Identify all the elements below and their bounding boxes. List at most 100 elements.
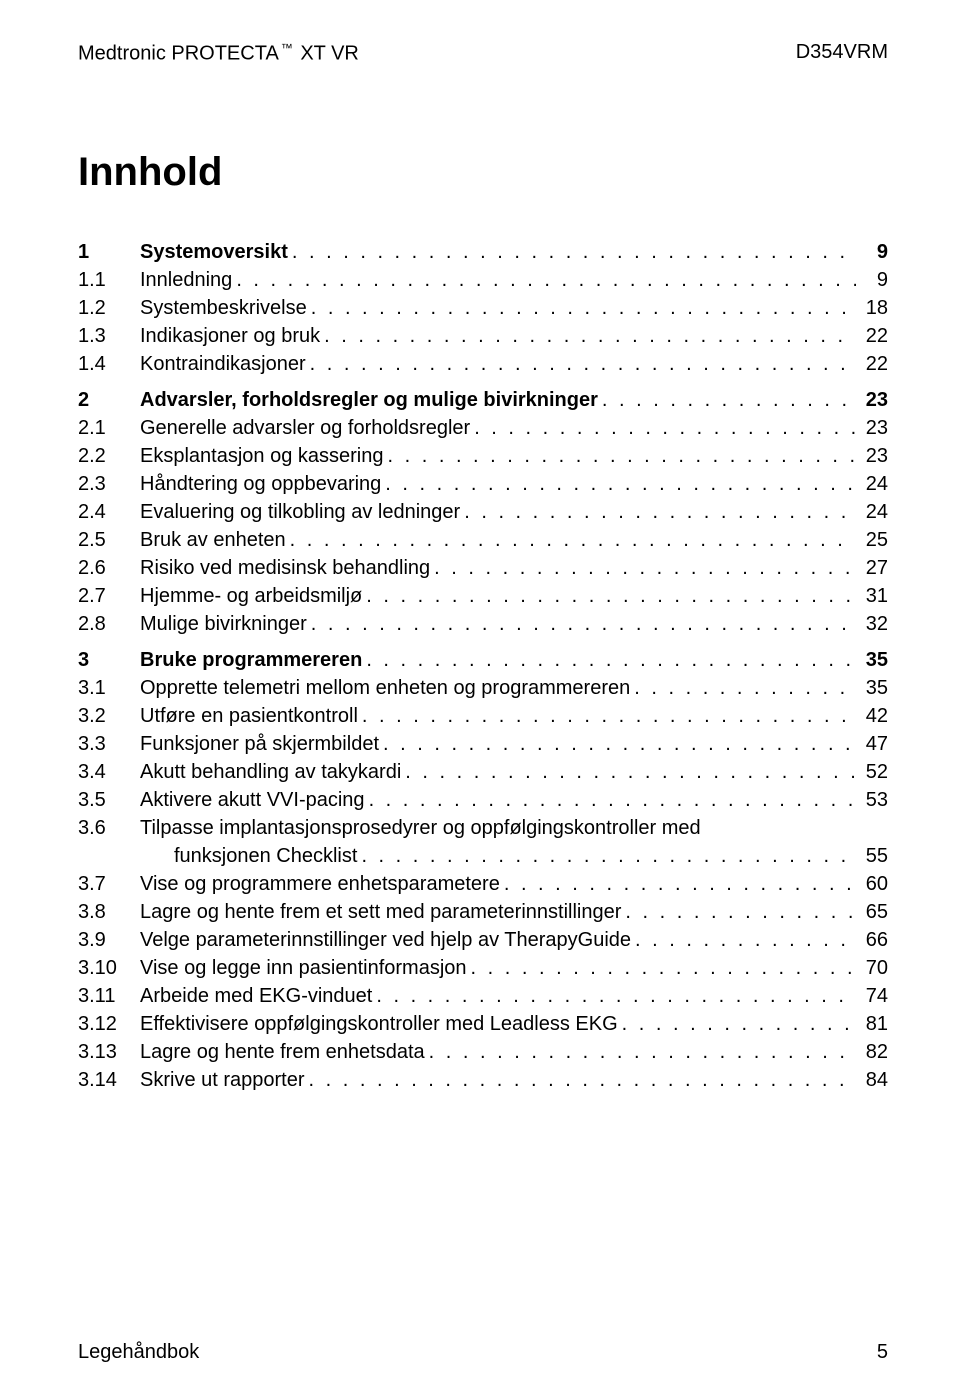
toc-page: 32 [856, 614, 888, 634]
toc-entry: 3.8Lagre og hente frem et sett med param… [78, 902, 888, 922]
toc-leader-dots: . . . . . . . . . . . . . . . . . . . . … [365, 790, 856, 810]
toc-label: Velge parameterinnstillinger ved hjelp a… [140, 930, 631, 950]
toc-label: Systemoversikt [140, 242, 288, 262]
toc-number: 2.8 [78, 614, 140, 634]
toc-entry: 3.14Skrive ut rapporter. . . . . . . . .… [78, 1070, 888, 1090]
toc-number: 3.1 [78, 678, 140, 698]
toc-leader-dots: . . . . . . . . . . . . . . . . . . . . … [320, 326, 856, 346]
toc-page: 9 [856, 242, 888, 262]
toc-label: Opprette telemetri mellom enheten og pro… [140, 678, 630, 698]
toc-page: 70 [856, 958, 888, 978]
toc-label: Generelle advarsler og forholdsregler [140, 418, 470, 438]
toc-number: 1.4 [78, 354, 140, 374]
toc-leader-dots: . . . . . . . . . . . . . . . . . . . . … [307, 614, 856, 634]
toc-page: 22 [856, 354, 888, 374]
toc-label: Utføre en pasientkontroll [140, 706, 358, 726]
toc-number: 2.1 [78, 418, 140, 438]
toc-entry: 3.5Aktivere akutt VVI-pacing. . . . . . … [78, 790, 888, 810]
toc-leader-dots: . . . . . . . . . . . . . . . . . . . . … [362, 586, 856, 606]
toc-label: Aktivere akutt VVI-pacing [140, 790, 365, 810]
toc-page: 47 [856, 734, 888, 754]
toc-page: 24 [856, 502, 888, 522]
toc-label: Effektivisere oppfølgingskontroller med … [140, 1014, 618, 1034]
toc-page: 66 [856, 930, 888, 950]
toc-chapter: 3Bruke programmereren. . . . . . . . . .… [78, 650, 888, 670]
toc-number: 2.2 [78, 446, 140, 466]
toc-number: 1.1 [78, 270, 140, 290]
toc-page: 81 [856, 1014, 888, 1034]
toc-label: Mulige bivirkninger [140, 614, 307, 634]
toc-label: Skrive ut rapporter [140, 1070, 305, 1090]
toc-number: 3 [78, 650, 140, 670]
header-model: D354VRM [796, 42, 888, 64]
toc-leader-dots: . . . . . . . . . . . . . . . . . . . . … [288, 242, 856, 262]
toc-entry: 2.3Håndtering og oppbevaring. . . . . . … [78, 474, 888, 494]
toc-label: Bruke programmereren [140, 650, 362, 670]
toc-leader-dots: . . . . . . . . . . . . . . . . . . . . … [286, 530, 856, 550]
toc-page: 55 [856, 846, 888, 866]
table-of-contents: 1Systemoversikt. . . . . . . . . . . . .… [78, 242, 888, 1090]
toc-entry: 3.11Arbeide med EKG-vinduet. . . . . . .… [78, 986, 888, 1006]
toc-entry: 2.8Mulige bivirkninger. . . . . . . . . … [78, 614, 888, 634]
toc-entry: 3.3Funksjoner på skjermbildet. . . . . .… [78, 734, 888, 754]
toc-leader-dots: . . . . . . . . . . . . . . . . . . . . … [379, 734, 856, 754]
toc-page: 23 [856, 446, 888, 466]
toc-leader-dots: . . . . . . . . . . . . . . . . . . . . … [598, 390, 856, 410]
toc-page: 84 [856, 1070, 888, 1090]
toc-number: 3.5 [78, 790, 140, 810]
toc-leader-dots: . . . . . . . . . . . . . . . . . . . . … [630, 678, 856, 698]
toc-label: Lagre og hente frem et sett med paramete… [140, 902, 621, 922]
footer-page-number: 5 [877, 1342, 888, 1362]
toc-page: 65 [856, 902, 888, 922]
toc-label: Hjemme- og arbeidsmiljø [140, 586, 362, 606]
toc-entry: 3.2Utføre en pasientkontroll. . . . . . … [78, 706, 888, 726]
footer-left: Legehåndbok [78, 1342, 199, 1362]
page: Medtronic PROTECTA™ XT VR D354VRM Innhol… [0, 0, 960, 1400]
toc-page: 27 [856, 558, 888, 578]
toc-entry: 1.4Kontraindikasjoner. . . . . . . . . .… [78, 354, 888, 374]
toc-entry: 1.3Indikasjoner og bruk. . . . . . . . .… [78, 326, 888, 346]
toc-leader-dots: . . . . . . . . . . . . . . . . . . . . … [381, 474, 856, 494]
toc-page: 22 [856, 326, 888, 346]
toc-number: 1.2 [78, 298, 140, 318]
toc-label: Risiko ved medisinsk behandling [140, 558, 430, 578]
toc-entry: 3.1Opprette telemetri mellom enheten og … [78, 678, 888, 698]
toc-leader-dots: . . . . . . . . . . . . . . . . . . . . … [305, 1070, 856, 1090]
toc-leader-dots: . . . . . . . . . . . . . . . . . . . . … [358, 706, 856, 726]
toc-number: 1.3 [78, 326, 140, 346]
toc-label: Funksjoner på skjermbildet [140, 734, 379, 754]
toc-number: 3.9 [78, 930, 140, 950]
header-left: Medtronic PROTECTA™ XT VR [78, 42, 359, 64]
toc-page: 18 [856, 298, 888, 318]
page-title: Innhold [78, 152, 888, 192]
toc-label-continued: funksjonen Checklist [174, 846, 357, 866]
toc-entry: 3.9Velge parameterinnstillinger ved hjel… [78, 930, 888, 950]
toc-page: 9 [856, 270, 888, 290]
toc-entry: 3.13Lagre og hente frem enhetsdata. . . … [78, 1042, 888, 1062]
toc-chapter: 1Systemoversikt. . . . . . . . . . . . .… [78, 242, 888, 262]
toc-label: Vise og legge inn pasientinformasjon [140, 958, 467, 978]
toc-leader-dots: . . . . . . . . . . . . . . . . . . . . … [307, 298, 856, 318]
toc-entry: 3.6Tilpasse implantasjonsprosedyrer og o… [78, 818, 888, 866]
toc-label: Innledning [140, 270, 232, 290]
toc-entry: 2.2Eksplantasjon og kassering. . . . . .… [78, 446, 888, 466]
toc-page: 74 [856, 986, 888, 1006]
toc-page: 23 [856, 418, 888, 438]
toc-leader-dots: . . . . . . . . . . . . . . . . . . . . … [401, 762, 856, 782]
toc-label: Evaluering og tilkobling av ledninger [140, 502, 460, 522]
toc-number: 3.13 [78, 1042, 140, 1062]
toc-label: Vise og programmere enhetsparametere [140, 874, 500, 894]
toc-entry: 3.10Vise og legge inn pasientinformasjon… [78, 958, 888, 978]
toc-page: 52 [856, 762, 888, 782]
toc-leader-dots: . . . . . . . . . . . . . . . . . . . . … [425, 1042, 856, 1062]
toc-label: Eksplantasjon og kassering [140, 446, 383, 466]
toc-entry: 2.5Bruk av enheten. . . . . . . . . . . … [78, 530, 888, 550]
toc-leader-dots: . . . . . . . . . . . . . . . . . . . . … [362, 650, 856, 670]
toc-number: 3.8 [78, 902, 140, 922]
toc-label: Kontraindikasjoner [140, 354, 306, 374]
header-product-prefix: Medtronic PROTECTA [78, 43, 279, 65]
toc-entry: 2.4Evaluering og tilkobling av ledninger… [78, 502, 888, 522]
toc-leader-dots: . . . . . . . . . . . . . . . . . . . . … [467, 958, 856, 978]
trademark-symbol: ™ [281, 41, 293, 55]
toc-leader-dots: . . . . . . . . . . . . . . . . . . . . … [357, 846, 856, 866]
